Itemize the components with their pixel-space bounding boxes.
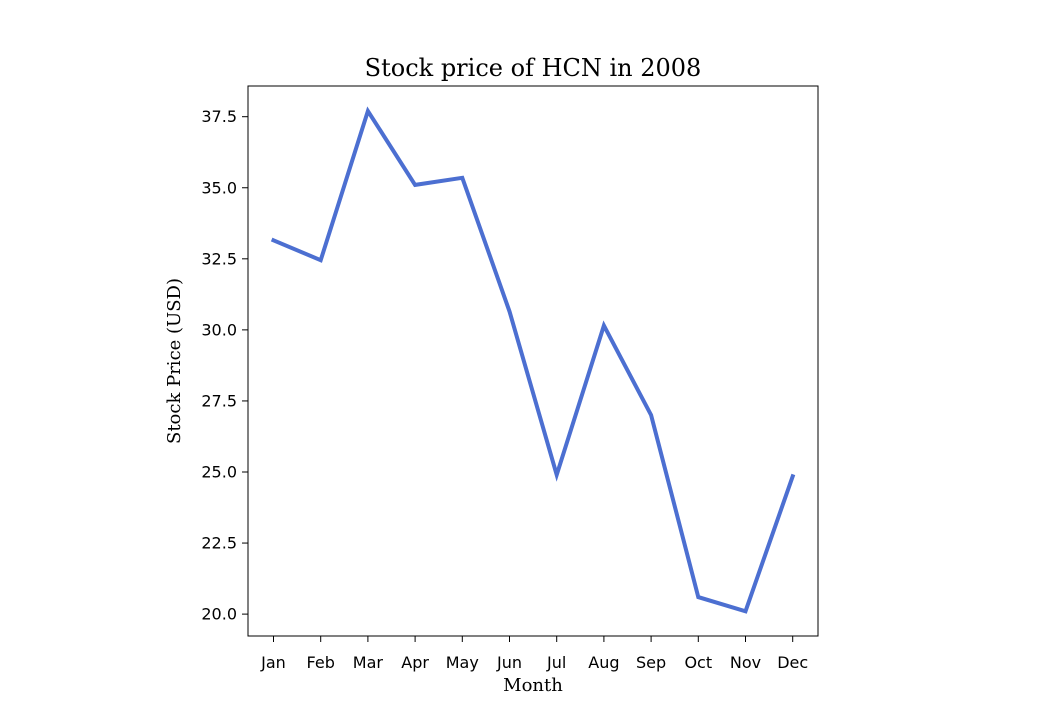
- x-tick-label: Sep: [636, 653, 666, 672]
- x-tick-label: Jan: [260, 653, 286, 672]
- y-tick-label: 30.0: [201, 320, 237, 339]
- chart-title: Stock price of HCN in 2008: [365, 54, 702, 82]
- x-tick-label: Apr: [401, 653, 429, 672]
- plot-area-frame: [247, 85, 819, 637]
- x-axis-label: Month: [503, 675, 563, 696]
- y-axis: 20.0 22.5 25.0 27.5 30.0 32.5 35.0 37.5: [201, 107, 248, 624]
- series-layer: [270, 106, 796, 614]
- series-line: [270, 106, 796, 614]
- y-tick-label: 22.5: [201, 534, 237, 553]
- x-tick-label: Aug: [588, 653, 619, 672]
- y-tick-label: 20.0: [201, 605, 237, 624]
- x-tick-label: Nov: [730, 653, 761, 672]
- x-axis: Jan Feb Mar Apr May Jun Jul Aug Sep Oct Nov Dec: [260, 636, 808, 672]
- x-tick-label: Dec: [777, 653, 808, 672]
- y-tick-label: 35.0: [201, 178, 237, 197]
- y-tick-label: 27.5: [201, 391, 237, 410]
- x-tick-label: Mar: [353, 653, 384, 672]
- y-tick-label: 37.5: [201, 107, 237, 126]
- y-tick-label: 32.5: [201, 249, 237, 268]
- x-tick-label: Oct: [684, 653, 712, 672]
- x-tick-label: May: [446, 653, 479, 672]
- x-tick-label: Feb: [307, 653, 335, 672]
- y-tick-label: 25.0: [201, 462, 237, 481]
- x-tick-label: Jul: [546, 653, 566, 672]
- x-tick-label: Jun: [496, 653, 522, 672]
- y-axis-label: Stock Price (USD): [164, 278, 185, 444]
